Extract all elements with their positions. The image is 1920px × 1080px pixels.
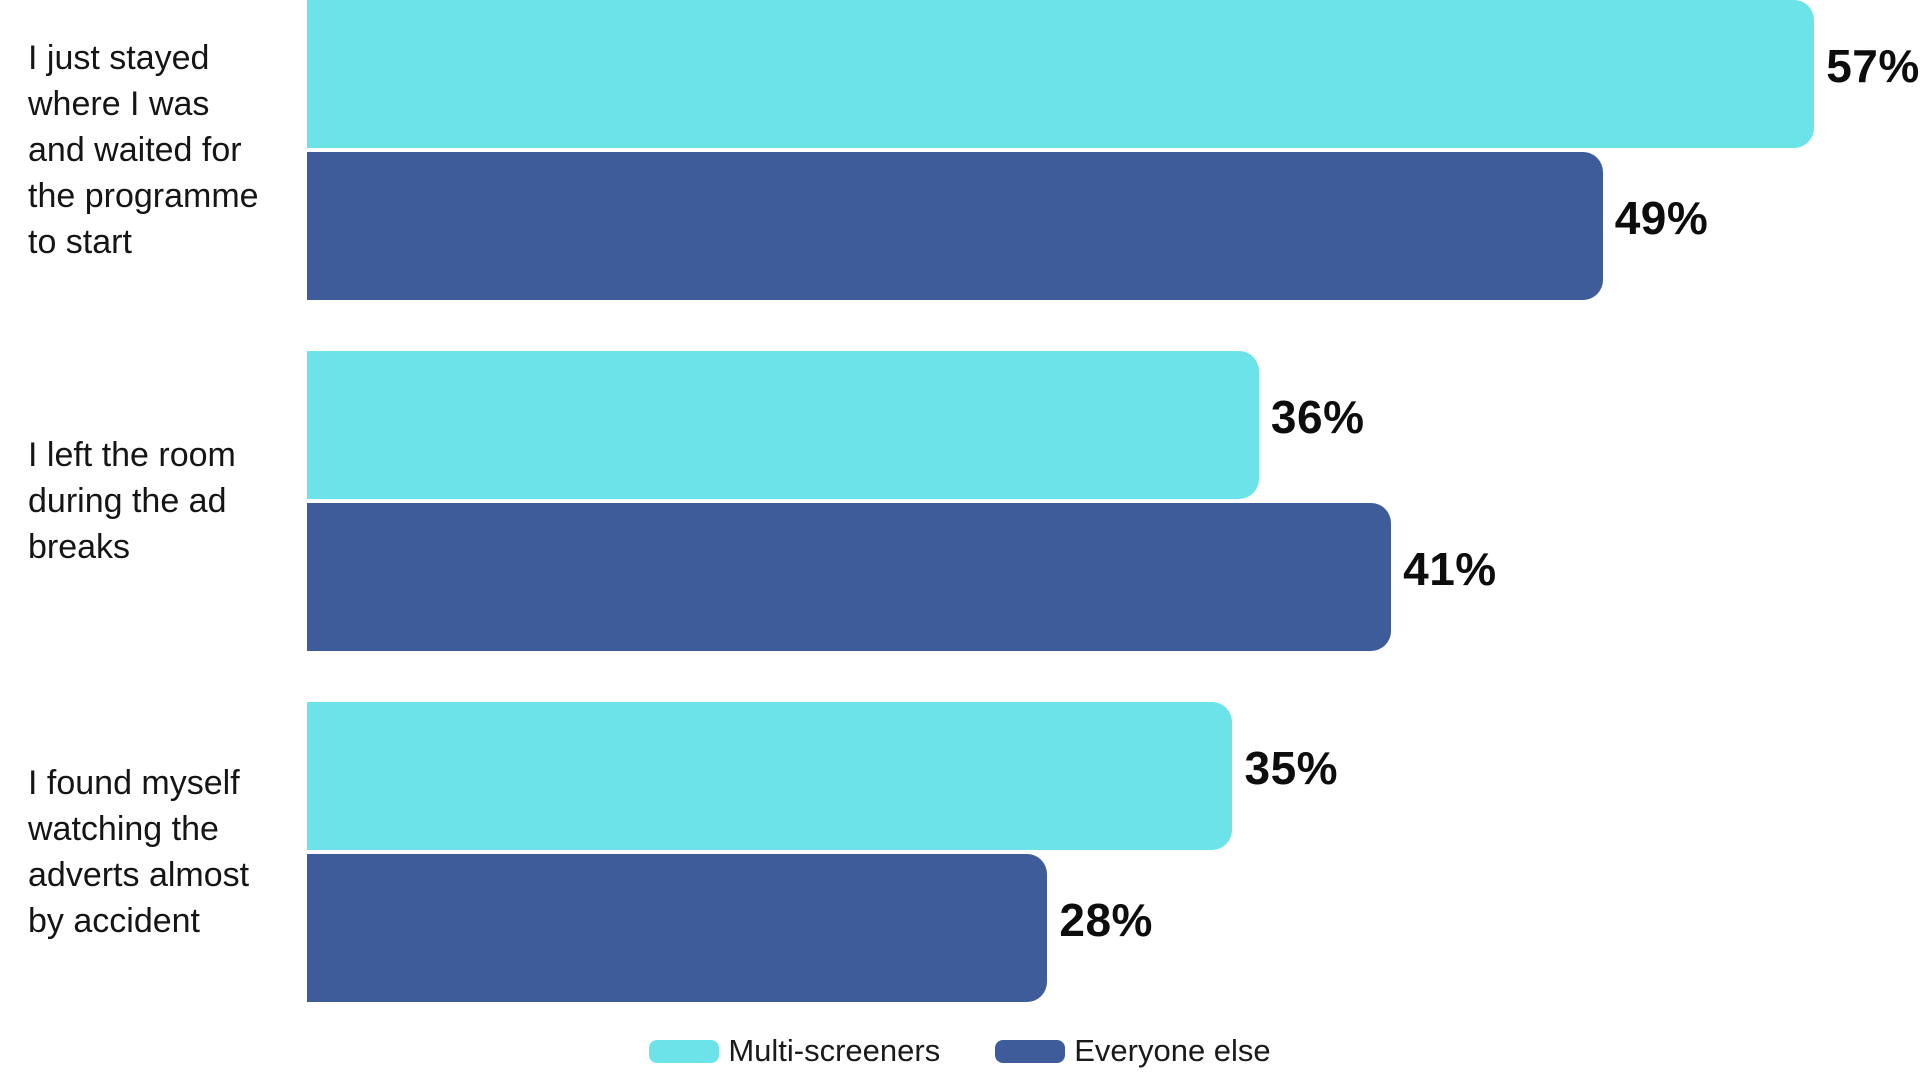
bar-value-label: 36% — [1270, 391, 1365, 443]
bar-row: 28% — [307, 854, 1920, 1002]
legend-label-multi-screeners: Multi-screeners — [728, 1033, 941, 1068]
bar-value-label: 57% — [1826, 40, 1920, 92]
category-group-1: I just stayed where I was and waited for… — [0, 0, 1920, 300]
category-label-1: I just stayed where I was and waited for… — [28, 39, 259, 261]
legend-label-everyone-else: Everyone else — [1074, 1033, 1271, 1068]
legend-item-multi-screeners: Multi-screeners — [649, 1033, 940, 1069]
category-label-2: I left the room during the ad breaks — [28, 436, 236, 566]
bar-everyone-else-1 — [307, 152, 1603, 300]
bar-row: 49% — [307, 152, 1920, 300]
legend: Multi-screeners Everyone else — [0, 1026, 1920, 1076]
bar-row: 36% — [307, 351, 1920, 499]
bar-multi-screeners-3 — [307, 702, 1233, 850]
bar-value-label: 35% — [1244, 742, 1339, 794]
bar-multi-screeners-1 — [307, 0, 1815, 148]
bar-row: 35% — [307, 702, 1920, 850]
bar-row: 41% — [307, 503, 1920, 651]
bar-multi-screeners-2 — [307, 351, 1259, 499]
category-label-3: I found myself watching the adverts almo… — [28, 764, 250, 940]
plot-area-3: 35% 28% — [307, 702, 1920, 1002]
bar-row: 57% — [307, 0, 1920, 148]
bar-value-label: 49% — [1614, 192, 1709, 244]
bar-value-label: 28% — [1059, 894, 1153, 946]
legend-swatch-everyone-else — [995, 1039, 1066, 1063]
bar-everyone-else-3 — [307, 854, 1048, 1002]
plot-area-1: 57% 49% — [307, 0, 1920, 300]
plot-area-2: 36% 41% — [307, 351, 1920, 651]
category-group-3: I found myself watching the adverts almo… — [0, 702, 1920, 1002]
legend-item-everyone-else: Everyone else — [995, 1033, 1271, 1069]
bar-value-label: 41% — [1403, 543, 1497, 595]
legend-swatch-multi-screeners — [649, 1039, 720, 1063]
bar-everyone-else-2 — [307, 503, 1392, 651]
category-group-2: I left the room during the ad breaks 36%… — [0, 351, 1920, 651]
